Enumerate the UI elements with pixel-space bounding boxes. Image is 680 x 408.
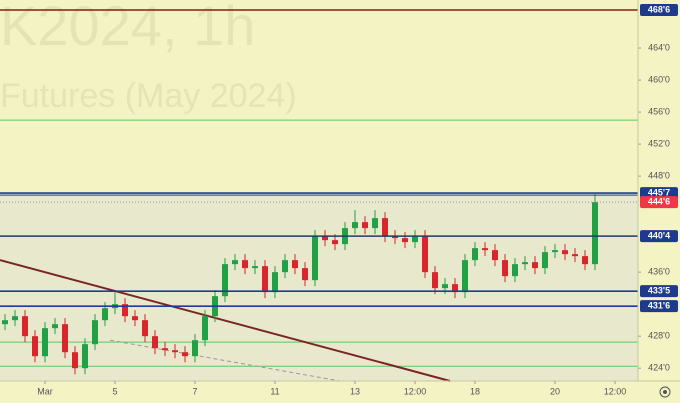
candle-body: [572, 254, 578, 257]
x-tick-label: 11: [270, 386, 279, 396]
candle-body: [172, 350, 178, 353]
candle-body: [32, 336, 38, 357]
x-tick-label: 20: [550, 386, 560, 396]
candle-body: [122, 304, 128, 317]
candle-body: [552, 250, 558, 253]
candle-body: [42, 328, 48, 357]
price-label-bg: [640, 187, 678, 200]
x-tick-label: 12:00: [404, 386, 427, 396]
candle-body: [462, 260, 468, 293]
candle-body: [422, 236, 428, 273]
candle-body: [512, 264, 518, 277]
candle-body: [372, 218, 378, 229]
candle-body: [382, 218, 388, 237]
candle-body: [162, 348, 168, 351]
candle-body: [432, 272, 438, 289]
candle-body: [282, 260, 288, 273]
settings-icon-dot: [663, 390, 667, 394]
candle-body: [262, 266, 268, 293]
price-label-bg: [640, 4, 678, 17]
x-tick-label: Mar: [37, 386, 53, 396]
candle-body: [352, 222, 358, 229]
price-label-bg: [640, 196, 678, 209]
zone: [0, 193, 638, 381]
y-tick-label: 448'0: [648, 170, 670, 180]
candle-body: [62, 324, 68, 353]
y-tick-label: 460'0: [648, 74, 670, 84]
candle-body: [452, 284, 458, 293]
candle-body: [22, 316, 28, 337]
price-label-bg: [640, 230, 678, 243]
candle-body: [542, 252, 548, 269]
candle-body: [52, 324, 58, 329]
candle-body: [242, 260, 248, 269]
y-tick-label: 424'0: [648, 363, 670, 373]
candle-body: [362, 222, 368, 229]
price-label: 444'6: [648, 196, 670, 206]
y-tick-label: 428'0: [648, 331, 670, 341]
x-tick-label: 18: [470, 386, 480, 396]
x-tick-label: 7: [192, 386, 197, 396]
x-tick-label: 12:00: [604, 386, 627, 396]
x-tick-label: 13: [350, 386, 360, 396]
candle-body: [402, 238, 408, 243]
trend-line: [109, 339, 341, 382]
candle-body: [582, 256, 588, 265]
y-tick-label: 464'0: [648, 42, 670, 52]
candle-body: [12, 316, 18, 321]
candle-body: [182, 352, 188, 357]
candle-body: [592, 202, 598, 265]
price-label: 433'5: [648, 286, 670, 296]
candle-body: [252, 266, 258, 269]
candle-body: [412, 236, 418, 243]
candle-body: [82, 344, 88, 369]
candle-body: [522, 262, 528, 265]
candle-body: [322, 236, 328, 241]
candle-body: [152, 336, 158, 349]
candle-body: [272, 272, 278, 293]
trend-line: [0, 259, 451, 382]
candle-body: [482, 248, 488, 251]
candle-body: [502, 260, 508, 277]
candle-body: [2, 320, 8, 325]
candle-body: [532, 262, 538, 269]
y-tick-label: 456'0: [648, 106, 670, 116]
candle-body: [562, 250, 568, 255]
watermark: Futures (May 2024): [0, 77, 297, 115]
candle-body: [202, 316, 208, 341]
price-label: 468'6: [648, 4, 670, 14]
price-label: 431'6: [648, 301, 670, 311]
candle-body: [302, 268, 308, 281]
price-label-bg: [640, 300, 678, 313]
candle-body: [132, 316, 138, 321]
candle-body: [492, 250, 498, 261]
price-label: 440'4: [648, 230, 670, 240]
candle-body: [192, 340, 198, 357]
candle-body: [442, 284, 448, 289]
candle-body: [232, 260, 238, 265]
candle-body: [392, 236, 398, 239]
y-tick-label: 436'0: [648, 267, 670, 277]
candle-body: [332, 240, 338, 245]
x-tick-label: 5: [112, 386, 117, 396]
candle-body: [312, 236, 318, 281]
candle-body: [92, 320, 98, 345]
candle-body: [292, 260, 298, 269]
price-label-bg: [640, 285, 678, 298]
price-label: 445'7: [648, 187, 670, 197]
candle-body: [222, 264, 228, 297]
candle-body: [142, 320, 148, 337]
watermark: K2024, 1h: [0, 0, 255, 57]
settings-icon[interactable]: [659, 386, 671, 398]
y-tick-label: 452'0: [648, 138, 670, 148]
candle-body: [102, 308, 108, 321]
candle-body: [72, 352, 78, 369]
candle-body: [472, 248, 478, 261]
